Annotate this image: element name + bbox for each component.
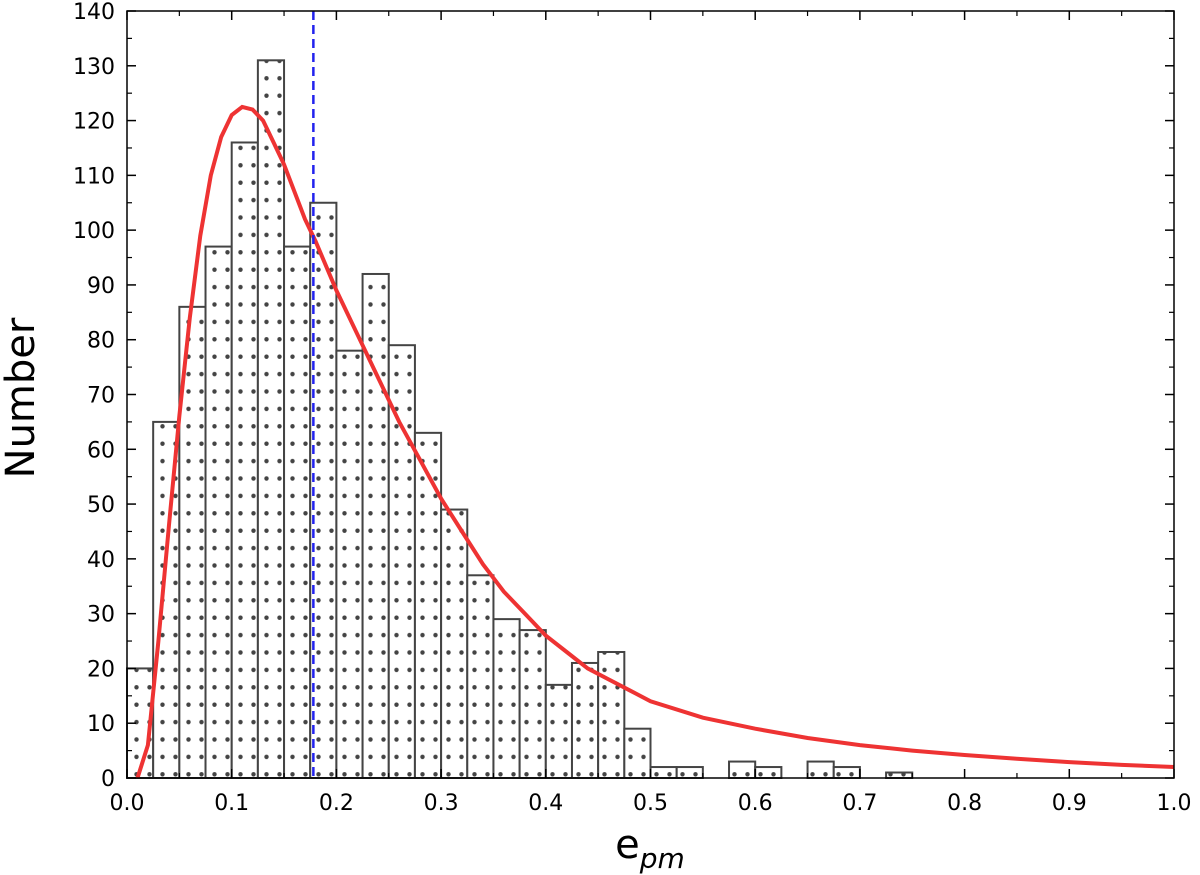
histogram-bar (570, 661, 600, 780)
x-axis-title-subscript: pm (639, 842, 685, 875)
histogram-bar (518, 629, 547, 779)
y-tick-label: 80 (87, 329, 115, 354)
histogram-bar (492, 618, 521, 779)
histogram-bar (806, 760, 835, 779)
x-tick-label: 0.6 (738, 791, 773, 816)
histogram-bar (413, 431, 443, 779)
y-tick-label: 90 (87, 274, 115, 299)
axis-ticks (126, 10, 1175, 779)
y-tick-label: 140 (73, 0, 115, 25)
x-tick-label: 0.4 (528, 791, 563, 816)
x-tick-label: 0.9 (1052, 791, 1087, 816)
tick-labels: 0.0 0.1 0.2 0.3 0.4 0.5 0.6 0.7 0.8 0.9 1.0 0 10 20 30… (73, 0, 1192, 816)
histogram-bar (387, 344, 416, 779)
histogram-bar (649, 766, 678, 779)
x-tick-label: 1.0 (1157, 791, 1192, 816)
fit-curve (135, 104, 1175, 779)
y-tick-label: 120 (73, 110, 115, 135)
y-tick-label: 30 (87, 603, 115, 628)
y-tick-label: 20 (87, 657, 115, 682)
y-tick-label: 0 (101, 767, 115, 792)
histogram-bar (728, 760, 757, 779)
x-tick-label: 0.3 (424, 791, 459, 816)
fit-curve-layer (135, 104, 1175, 779)
x-axis-title: epm (615, 822, 685, 875)
y-tick-label: 110 (73, 164, 115, 189)
histogram-bar (832, 766, 861, 779)
histogram-bar (256, 59, 286, 780)
histogram-bar (675, 766, 704, 779)
x-tick-label: 0.2 (319, 791, 354, 816)
x-tick-label: 0.5 (633, 791, 668, 816)
histogram-bar (283, 245, 312, 780)
histogram-bar (466, 574, 495, 779)
x-axis-title-main: e (615, 822, 640, 868)
y-tick-label: 10 (87, 712, 115, 737)
y-tick-label: 60 (87, 438, 115, 463)
y-tick-label: 130 (73, 55, 115, 80)
histogram-bars (126, 59, 914, 780)
histogram-bar (230, 141, 259, 779)
y-axis-title: Number (0, 317, 44, 478)
histogram-bar (440, 508, 469, 779)
histogram-bar (335, 349, 364, 779)
histogram-bar (204, 245, 233, 780)
x-tick-label: 0.0 (110, 791, 145, 816)
y-tick-label: 100 (73, 219, 115, 244)
x-tick-label: 0.7 (842, 791, 877, 816)
histogram-bar (544, 683, 573, 779)
y-tick-label: 40 (87, 548, 115, 573)
x-tick-label: 0.8 (947, 791, 982, 816)
histogram-bar (885, 771, 914, 779)
y-tick-label: 50 (87, 493, 115, 518)
y-tick-label: 70 (87, 384, 115, 409)
histogram-bar (597, 650, 626, 779)
histogram-bar (623, 727, 652, 780)
histogram-bar (754, 766, 783, 779)
x-tick-label: 0.1 (214, 791, 249, 816)
